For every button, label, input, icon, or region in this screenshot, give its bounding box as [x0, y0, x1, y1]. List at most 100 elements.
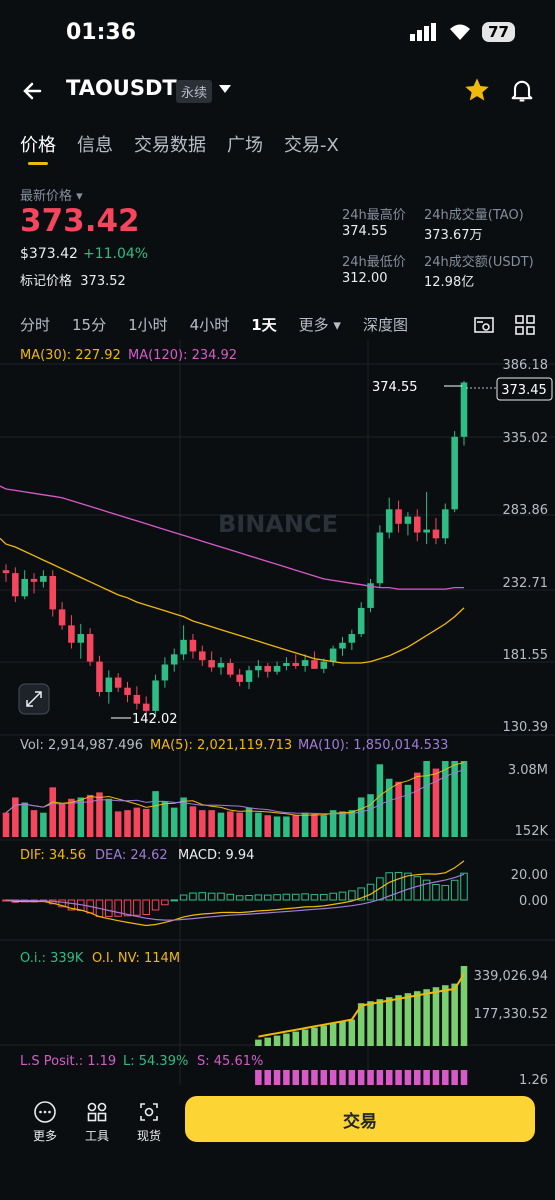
notification-bell-icon[interactable]	[508, 76, 536, 104]
ls-bar	[423, 1070, 430, 1085]
tab-trade-x[interactable]: 交易-X	[284, 135, 339, 156]
candle	[311, 651, 318, 669]
open-interest-bar	[264, 1037, 271, 1046]
open-interest-bar	[320, 1025, 328, 1046]
volume-bar	[208, 810, 215, 837]
macd-bar	[170, 899, 179, 902]
volume-bar	[12, 797, 19, 837]
interval-4h[interactable]: 4小时	[189, 316, 230, 334]
candle-body	[21, 578, 28, 597]
candle-body	[432, 529, 440, 539]
candle-body	[96, 661, 103, 693]
candle-body	[124, 687, 131, 695]
usd-price: $373.42	[20, 246, 78, 262]
open-interest-bar	[255, 1039, 262, 1046]
low-24h-label: 24h最低价	[342, 255, 406, 270]
candle-body	[170, 654, 178, 665]
volume-bar	[367, 794, 374, 837]
candle	[114, 673, 122, 693]
ls-bar	[311, 1070, 318, 1085]
volume-bar	[311, 813, 318, 837]
volume-24h-label: 24h成交量(TAO)	[424, 208, 524, 223]
macd-bar	[207, 892, 216, 901]
spot-button[interactable]: 现货	[129, 1100, 169, 1144]
open-interest-bar	[357, 1003, 365, 1046]
candle-body	[12, 573, 19, 597]
candle	[208, 651, 215, 672]
open-interest-bar	[273, 1035, 281, 1046]
candle	[236, 668, 243, 687]
more-button[interactable]: 更多	[25, 1100, 65, 1144]
candle	[357, 602, 365, 637]
volume-bar	[170, 807, 178, 837]
kline-chart[interactable]: BINANCE MA(30): 227.92 MA(120): 234.92 3…	[0, 340, 555, 1085]
tab-info[interactable]: 信息	[77, 135, 113, 156]
volume-bar	[348, 810, 356, 837]
interval-timeline[interactable]: 分时	[20, 316, 51, 334]
interval-15m[interactable]: 15分	[72, 316, 107, 334]
ma120-line	[0, 485, 464, 590]
last-price-label[interactable]: 最新价格 ▾	[20, 189, 83, 204]
open-interest-bar	[301, 1029, 309, 1046]
macd-bar	[217, 892, 225, 901]
volume-24h-value: 373.67万	[424, 228, 483, 243]
more-label: 更多	[32, 1129, 57, 1143]
depth-chart-tab[interactable]: 深度图	[362, 316, 408, 334]
volume-bar	[114, 811, 122, 837]
candle-body	[161, 664, 169, 681]
oi-tick: 177,330.52	[474, 1007, 548, 1022]
volume-bar	[432, 768, 440, 837]
candle	[133, 686, 141, 710]
symbol-title[interactable]: TAOUSDT	[66, 76, 177, 100]
volume-bar	[292, 815, 300, 837]
ls-bar	[329, 1070, 337, 1085]
candle-body	[273, 665, 281, 672]
interval-more[interactable]: 更多 ▾	[298, 316, 341, 334]
ls-bar	[395, 1070, 402, 1085]
tab-square[interactable]: 广场	[227, 135, 263, 156]
layout-grid-icon[interactable]	[514, 314, 536, 336]
turnover-24h-value: 12.98亿	[424, 275, 475, 290]
candle	[376, 525, 384, 588]
open-interest-bar	[451, 983, 458, 1046]
ls-bar	[442, 1070, 449, 1085]
volume-bar	[339, 811, 346, 837]
perpetual-tag: 永续	[176, 80, 213, 103]
candle	[301, 654, 309, 672]
status-icons: 77	[410, 22, 515, 42]
high-marker: 374.55	[372, 380, 418, 395]
candle-body	[357, 607, 365, 635]
turnover-24h-label: 24h成交额(USDT)	[424, 255, 534, 270]
volume-bars	[2, 761, 468, 837]
back-arrow-icon[interactable]	[18, 76, 48, 106]
volume-bar	[413, 772, 421, 837]
candle	[77, 623, 85, 659]
macd-bar	[235, 895, 244, 901]
tools-label: 工具	[84, 1129, 109, 1143]
interval-1h[interactable]: 1小时	[128, 316, 168, 334]
ls-bar	[385, 1070, 393, 1085]
ls-long-label: L: 54.39%	[123, 1054, 188, 1069]
current-price-tag-box	[496, 377, 553, 401]
expand-chart-button[interactable]	[18, 683, 50, 715]
candle-body	[404, 516, 412, 524]
open-interest-bar	[460, 966, 468, 1046]
trade-button[interactable]: 交易	[185, 1096, 535, 1142]
macd-bar	[105, 899, 113, 917]
macd-bar	[422, 879, 431, 901]
chart-settings-icon[interactable]	[473, 314, 495, 336]
favorite-star-icon[interactable]	[463, 76, 491, 104]
volume-bar	[152, 791, 159, 837]
open-interest-bar	[376, 999, 384, 1046]
interval-1d[interactable]: 1天	[251, 316, 277, 334]
symbol-dropdown-icon[interactable]	[218, 84, 232, 94]
candlesticks	[2, 380, 468, 719]
candle	[68, 615, 75, 649]
tab-trading-data[interactable]: 交易数据	[134, 135, 206, 156]
tools-button[interactable]: 工具	[77, 1100, 117, 1144]
candle-body	[208, 660, 215, 668]
volume-bar	[320, 815, 328, 837]
tab-price[interactable]: 价格	[20, 135, 56, 156]
price-tick: 181.55	[503, 648, 549, 663]
volume-ma5-line	[5, 762, 465, 816]
